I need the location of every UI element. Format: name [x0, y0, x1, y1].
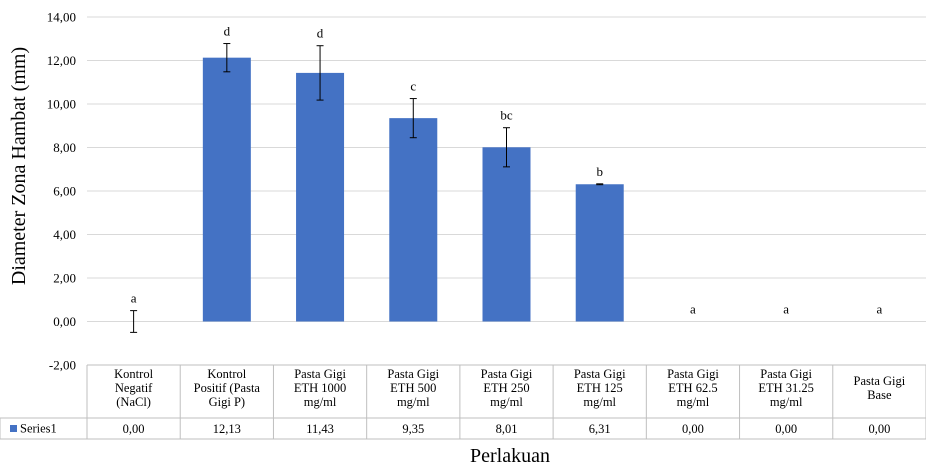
x-category-label: Pasta Gigi: [574, 367, 626, 381]
x-category-label: mg/ml: [677, 395, 710, 409]
y-tick-label: 4,00: [53, 227, 76, 242]
x-category-label: mg/ml: [490, 395, 523, 409]
table-value: 0,00: [123, 422, 145, 436]
bar: [575, 184, 624, 322]
x-category-label: Base: [867, 388, 892, 402]
significance-label: a: [690, 302, 696, 317]
x-category-label: mg/ml: [770, 395, 803, 409]
y-tick-label: 10,00: [47, 97, 76, 112]
x-category-label: Pasta Gigi: [854, 374, 906, 388]
significance-label: a: [783, 302, 789, 317]
y-tick-label: 14,00: [47, 10, 76, 25]
significance-label: bc: [500, 108, 513, 123]
x-category-label: (NaCl): [116, 395, 151, 409]
x-category-label: Positif (Pasta: [194, 381, 261, 395]
y-tick-label: 8,00: [53, 140, 76, 155]
significance-label: d: [224, 24, 231, 39]
x-category-label: ETH 125: [577, 381, 623, 395]
table-value: 12,13: [213, 422, 241, 436]
y-tick-label: 0,00: [53, 314, 76, 329]
bar: [389, 118, 438, 322]
bar: [482, 147, 531, 322]
bar: [202, 57, 251, 322]
x-category-label: mg/ml: [304, 395, 337, 409]
x-category-label: Gigi P): [209, 395, 245, 409]
y-tick-label: 2,00: [53, 271, 76, 286]
bars: [202, 57, 624, 322]
x-category-label: Negatif: [115, 381, 153, 395]
legend-swatch: [10, 425, 17, 432]
significance-label: b: [596, 164, 603, 179]
table-value: 0,00: [682, 422, 704, 436]
x-category-label: ETH 500: [390, 381, 436, 395]
significance-labels: a d d c bc b a a a: [131, 24, 883, 317]
bar: [296, 72, 345, 322]
table-value: 9,35: [402, 422, 424, 436]
x-category-label: ETH 31.25: [758, 381, 814, 395]
significance-label: c: [410, 79, 416, 94]
y-tick-label: -2,00: [49, 358, 76, 373]
x-category-label: mg/ml: [583, 395, 616, 409]
x-category-label: ETH 1000: [294, 381, 346, 395]
table-value: 0,00: [775, 422, 797, 436]
y-axis-title: Diameter Zona Hambat (mm): [8, 47, 30, 285]
x-category-label: Kontrol: [114, 367, 153, 381]
x-category-label: Pasta Gigi: [481, 367, 533, 381]
table-value: 11,43: [306, 422, 334, 436]
x-category-label: Pasta Gigi: [294, 367, 346, 381]
table-value: 8,01: [496, 422, 518, 436]
x-category-label: Pasta Gigi: [387, 367, 439, 381]
significance-label: d: [317, 26, 324, 41]
significance-label: a: [876, 302, 882, 317]
table-value: 6,31: [589, 422, 611, 436]
significance-label: a: [131, 291, 137, 306]
legend-label: Series1: [20, 422, 57, 436]
error-bars: [130, 43, 604, 333]
x-category-label: ETH 250: [483, 381, 529, 395]
x-category-label: Pasta Gigi: [760, 367, 812, 381]
y-axis: -2,00 0,00 2,00 4,00 6,00 8,00 10,00 12,00 14,00: [47, 10, 76, 373]
x-category-label: ETH 62.5: [668, 381, 717, 395]
y-tick-label: 12,00: [47, 53, 76, 68]
x-category-label: mg/ml: [397, 395, 430, 409]
y-tick-label: 6,00: [53, 184, 76, 199]
x-axis-title: Perlakuan: [470, 445, 550, 466]
x-category-label: Kontrol: [207, 367, 246, 381]
x-category-label: Pasta Gigi: [667, 367, 719, 381]
table-value: 0,00: [868, 422, 890, 436]
